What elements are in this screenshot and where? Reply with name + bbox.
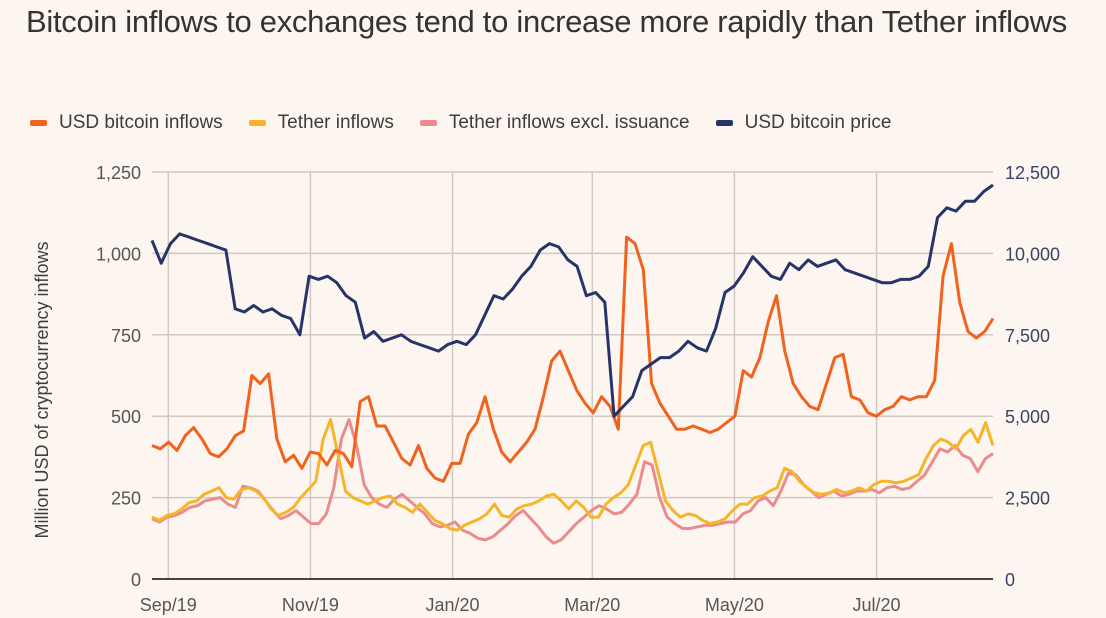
y-tick-label-left: 500 bbox=[111, 407, 141, 427]
x-tick-label: Jan/20 bbox=[426, 595, 480, 615]
x-tick-label: May/20 bbox=[705, 595, 764, 615]
legend: USD bitcoin inflows Tether inflows Tethe… bbox=[30, 110, 917, 136]
x-tick-label: Sep/19 bbox=[140, 595, 197, 615]
legend-swatch-pink bbox=[419, 120, 437, 126]
series-line-tether-inflows-excl-issuance bbox=[151, 418, 994, 545]
legend-label: Tether inflows excl. issuance bbox=[448, 112, 690, 133]
y-tick-label-left: 250 bbox=[111, 489, 141, 509]
chart-title: Bitcoin inflows to exchanges tend to inc… bbox=[26, 4, 1067, 39]
y-tick-label-right: 5,000 bbox=[1005, 407, 1050, 427]
y-tick-label-right: 2,500 bbox=[1005, 489, 1050, 509]
y-tick-label-left: 0 bbox=[131, 570, 141, 590]
x-tick-label: Nov/19 bbox=[282, 595, 339, 615]
legend-item-usd-bitcoin-price[interactable]: USD bitcoin price bbox=[715, 112, 892, 134]
gridlines bbox=[152, 171, 993, 580]
legend-item-usd-bitcoin-inflows[interactable]: USD bitcoin inflows bbox=[30, 112, 223, 134]
legend-label: USD bitcoin price bbox=[744, 112, 892, 133]
series-line-tether-inflows bbox=[151, 418, 995, 532]
y-tick-label-right: 10,000 bbox=[1005, 244, 1060, 264]
series-lines bbox=[150, 183, 995, 545]
legend-swatch-orange bbox=[30, 120, 47, 126]
y-tick-label-right: 0 bbox=[1005, 570, 1015, 590]
y-axis-label: Million USD of cryptocurrency inflows bbox=[32, 241, 52, 538]
y-tick-label-left: 1,000 bbox=[96, 244, 141, 264]
x-tick-label: Mar/20 bbox=[564, 595, 620, 615]
legend-item-tether-inflows[interactable]: Tether inflows bbox=[248, 112, 394, 134]
legend-item-tether-inflows-excl-issuance[interactable]: Tether inflows excl. issuance bbox=[419, 112, 690, 134]
y-axis-right: 0 2,500 5,000 7,500 10,000 12,500 bbox=[1005, 163, 1060, 590]
x-axis: Sep/19 Nov/19 Jan/20 Mar/20 May/20 Jul/20 bbox=[140, 595, 901, 615]
legend-label: Tether inflows bbox=[277, 112, 394, 133]
series-line-usd-bitcoin-inflows bbox=[151, 235, 995, 483]
y-tick-label-right: 12,500 bbox=[1005, 163, 1060, 183]
legend-swatch-navy bbox=[715, 120, 733, 126]
x-tick-label: Jul/20 bbox=[852, 595, 900, 615]
series-line-usd-bitcoin-price bbox=[150, 183, 994, 418]
legend-swatch-yellow bbox=[248, 120, 266, 126]
y-tick-label-right: 7,500 bbox=[1005, 326, 1050, 346]
y-tick-label-left: 750 bbox=[111, 326, 141, 346]
y-tick-label-left: 1,250 bbox=[96, 163, 141, 183]
y-axis-left: 0 250 500 750 1,000 1,250 bbox=[96, 163, 141, 590]
legend-label: USD bitcoin inflows bbox=[59, 112, 223, 133]
